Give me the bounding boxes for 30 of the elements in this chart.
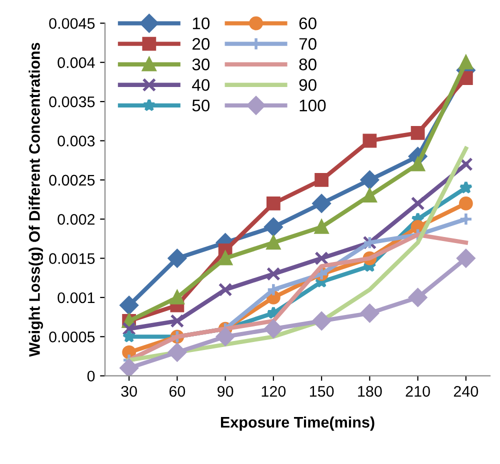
x-tick-label: 30 xyxy=(121,386,137,397)
legend-label: 50 xyxy=(192,100,210,112)
legend-label: 20 xyxy=(192,38,210,50)
x-tick-label: 150 xyxy=(310,386,334,397)
y-tick-label: 0.0045 xyxy=(49,18,95,29)
y-tick-label: 0.004 xyxy=(58,57,95,68)
legend-label: 70 xyxy=(299,38,316,50)
y-tick-label: 0 xyxy=(87,370,95,382)
legend-label: 40 xyxy=(192,79,210,91)
x-tick-label: 210 xyxy=(406,386,430,397)
y-tick-label: 0.003 xyxy=(58,136,95,146)
y-tick-label: 0.002 xyxy=(58,214,95,225)
y-tick-label: 0.0025 xyxy=(49,174,95,186)
x-tick-label: 180 xyxy=(358,386,382,397)
legend-label: 90 xyxy=(299,79,316,91)
y-axis-title: Weight Loss(g) Of Different Concentrations xyxy=(28,42,43,357)
x-axis-title: Exposure Time(mins) xyxy=(220,416,374,431)
x-tick-label: 90 xyxy=(218,386,234,397)
legend-label: 10 xyxy=(192,17,210,30)
y-tick-label: 0.0035 xyxy=(49,96,95,108)
legend-label: 100 xyxy=(300,100,326,112)
y-tick-label: 0.001 xyxy=(58,292,95,304)
y-tick-label: 0.0005 xyxy=(49,332,95,342)
x-tick-label: 120 xyxy=(262,386,286,397)
x-tick-label: 60 xyxy=(169,386,186,397)
legend-label: 60 xyxy=(299,17,316,30)
y-tick-label: 0.0015 xyxy=(49,253,95,264)
legend-label: 80 xyxy=(299,58,316,70)
x-tick-label: 240 xyxy=(454,386,478,397)
legend-label: 30 xyxy=(192,58,210,70)
